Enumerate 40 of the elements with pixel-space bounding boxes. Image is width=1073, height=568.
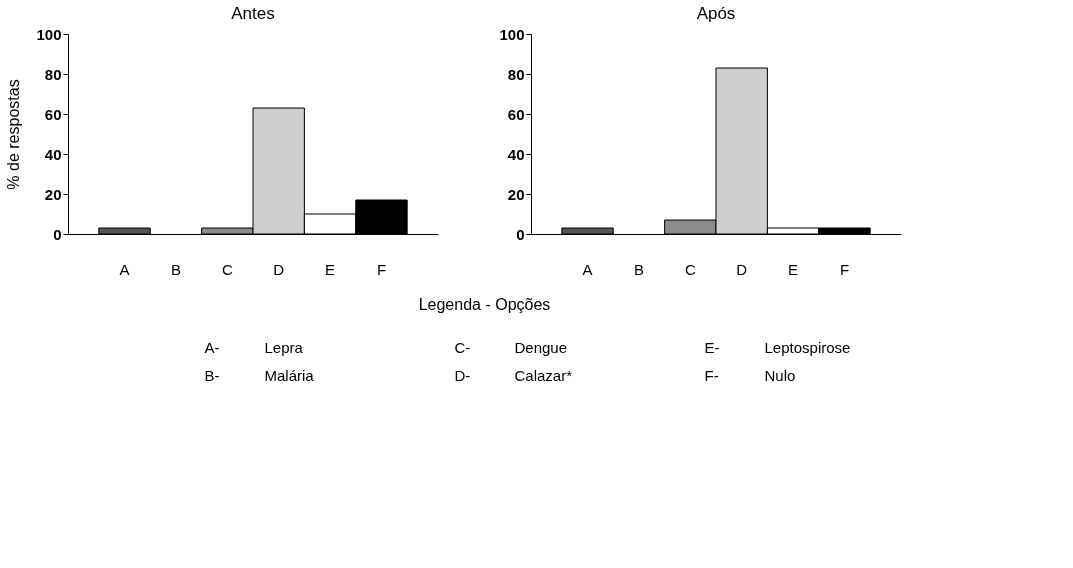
text: Nulo — [764, 367, 796, 384]
y-tick-label: 80 — [507, 65, 525, 83]
x-tick-label: A — [582, 260, 593, 278]
text: E- — [704, 339, 720, 356]
text: Malária — [264, 367, 315, 384]
text: C- — [454, 339, 471, 356]
x-tick-label: F — [376, 260, 387, 278]
x-tick-label: F — [839, 260, 850, 278]
text: D- — [454, 367, 471, 384]
y-tick-label: 60 — [507, 105, 525, 123]
y-tick-label: 40 — [44, 145, 62, 163]
y-tick-label: 0 — [516, 225, 525, 243]
x-tick-label: E — [325, 260, 336, 278]
x-tick-label: B — [170, 260, 181, 278]
x-tick-label: D — [273, 260, 285, 278]
text: Calazar* — [514, 367, 573, 384]
x-tick-label: C — [684, 260, 696, 278]
y-tick-label: 0 — [53, 225, 62, 243]
x-tick-label: B — [633, 260, 644, 278]
text: Dengue — [514, 339, 568, 356]
y-tick-label: 40 — [507, 145, 525, 163]
y-tick-label: 100 — [499, 25, 525, 43]
text: A- — [204, 339, 220, 356]
y-tick-label: 100 — [36, 25, 62, 43]
y-tick-label: 20 — [507, 185, 525, 203]
x-tick-label: A — [119, 260, 130, 278]
x-tick-label: D — [736, 260, 748, 278]
text: Lepra — [264, 339, 304, 356]
x-tick-label: E — [788, 260, 799, 278]
y-tick-label: 60 — [44, 105, 62, 123]
y-axis-title: % de respostas — [5, 79, 23, 190]
text: B- — [204, 367, 220, 384]
text: F- — [704, 367, 719, 384]
x-tick-label: C — [221, 260, 233, 278]
text: Leptospirose — [764, 339, 851, 356]
y-tick-label: 80 — [44, 65, 62, 83]
chart-title: Após — [696, 4, 736, 23]
text: Legenda - Opções — [418, 296, 551, 313]
y-tick-label: 20 — [44, 185, 62, 203]
chart-title: Antes — [231, 4, 275, 23]
